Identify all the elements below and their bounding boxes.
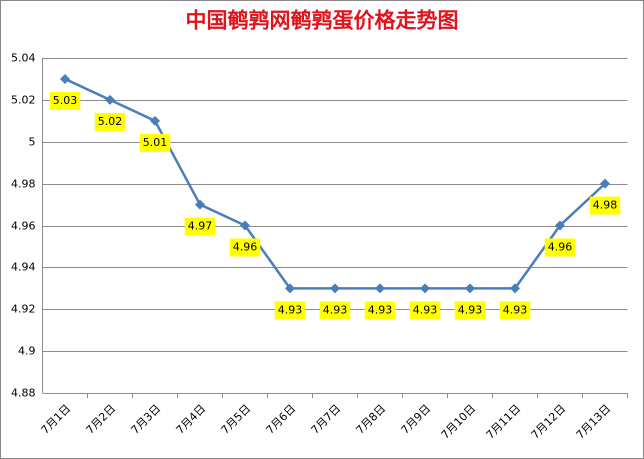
data-label: 4.98	[593, 199, 618, 212]
data-label-bg	[454, 301, 486, 320]
y-tick-label: 5.04	[11, 52, 36, 65]
data-label-group: 4.98	[589, 196, 621, 215]
data-label-group: 4.97	[184, 217, 216, 236]
point-marker	[105, 94, 115, 105]
data-label-bg	[139, 133, 171, 152]
y-tick-label: 5.02	[11, 94, 36, 107]
data-label: 4.96	[548, 241, 573, 254]
data-label: 4.93	[368, 303, 393, 316]
data-label-group: 4.93	[499, 301, 531, 320]
data-label-group: 5.03	[49, 91, 81, 110]
data-label-bg	[184, 217, 216, 236]
data-label-group: 4.96	[229, 238, 261, 257]
y-tick-label: 4.88	[11, 387, 36, 400]
data-label-bg	[364, 301, 396, 320]
data-label-bg	[274, 301, 306, 320]
y-tick-label: 4.98	[11, 178, 36, 191]
point-marker	[240, 220, 250, 231]
data-label: 5.02	[98, 115, 123, 128]
y-tick-label: 5	[29, 136, 36, 149]
point-marker	[60, 73, 70, 84]
data-label-group: 5.01	[139, 133, 171, 152]
point-marker	[465, 283, 475, 294]
data-label: 4.93	[458, 303, 483, 316]
point-marker	[375, 283, 385, 294]
data-label-bg	[544, 238, 576, 257]
data-label-group: 4.93	[319, 301, 351, 320]
point-marker	[330, 283, 340, 294]
data-label-group: 4.96	[544, 238, 576, 257]
data-label: 4.93	[323, 303, 348, 316]
data-label-group: 4.93	[409, 301, 441, 320]
data-label: 4.96	[233, 241, 258, 254]
y-tick-label: 4.92	[11, 303, 36, 316]
data-label-bg	[319, 301, 351, 320]
point-marker	[150, 115, 160, 126]
data-label-group: 4.93	[364, 301, 396, 320]
y-tick-label: 4.96	[11, 220, 36, 233]
data-label-group: 5.02	[94, 112, 126, 131]
data-label: 5.01	[143, 136, 168, 149]
y-tick-label: 4.9	[18, 345, 36, 358]
data-label-group: 4.93	[454, 301, 486, 320]
data-label: 5.03	[53, 94, 78, 107]
data-label-group: 4.93	[274, 301, 306, 320]
data-label-bg	[94, 112, 126, 131]
point-marker	[600, 178, 610, 189]
point-marker	[195, 199, 205, 210]
data-label-bg	[499, 301, 531, 320]
data-label: 4.93	[413, 303, 438, 316]
data-label-bg	[589, 196, 621, 215]
point-marker	[420, 283, 430, 294]
point-marker	[555, 220, 565, 231]
data-label: 4.97	[188, 220, 213, 233]
point-marker	[285, 283, 295, 294]
data-label-bg	[229, 238, 261, 257]
data-label: 4.93	[503, 303, 528, 316]
chart-title: 中国鹌鹑网鹌鹑蛋价格走势图	[186, 8, 459, 33]
point-marker	[510, 283, 520, 294]
data-label-bg	[409, 301, 441, 320]
y-tick-label: 4.94	[11, 261, 36, 274]
data-label-bg	[49, 91, 81, 110]
data-label: 4.93	[278, 303, 303, 316]
